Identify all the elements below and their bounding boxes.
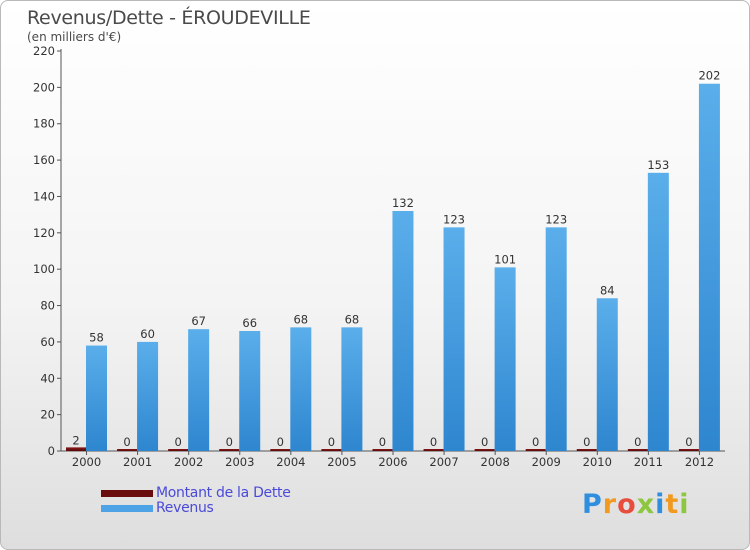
bar-revenus	[86, 345, 107, 451]
logo-letter: P	[582, 489, 603, 520]
x-tick-label: 2011	[634, 455, 663, 469]
data-label-dette: 0	[379, 435, 386, 449]
x-tick-label: 2002	[174, 455, 203, 469]
bar-dette	[576, 449, 597, 451]
data-label-dette: 0	[277, 435, 284, 449]
data-label-revenus: 67	[191, 314, 206, 328]
bar-dette	[270, 449, 291, 451]
x-tick-label: 2008	[481, 455, 510, 469]
x-tick-label: 2012	[685, 455, 714, 469]
y-tick-label: 60	[40, 335, 55, 349]
logo-letter: t	[665, 489, 680, 520]
y-tick-label: 220	[33, 44, 55, 58]
bar-dette	[66, 447, 86, 451]
data-label-dette: 2	[72, 433, 79, 447]
bar-revenus	[443, 227, 465, 451]
x-tick-label: 2000	[72, 455, 101, 469]
data-label-dette: 0	[328, 435, 335, 449]
x-tick-label: 2006	[378, 455, 407, 469]
data-label-revenus: 123	[545, 212, 567, 226]
bar-revenus	[188, 329, 210, 451]
logo-letter: i	[655, 489, 666, 520]
data-label-dette: 0	[430, 435, 437, 449]
data-label-dette: 0	[123, 435, 130, 449]
data-label-revenus: 202	[698, 69, 720, 83]
x-tick-label: 2010	[583, 455, 612, 469]
bar-revenus	[545, 227, 567, 451]
bar-dette	[117, 449, 138, 451]
data-label-dette: 0	[634, 435, 641, 449]
bar-dette	[321, 449, 342, 451]
y-tick-label: 160	[33, 153, 55, 167]
bar-revenus	[239, 331, 261, 451]
data-label-revenus: 132	[392, 196, 414, 210]
bar-dette	[474, 449, 495, 451]
data-label-dette: 0	[226, 435, 233, 449]
x-tick-label: 2007	[429, 455, 458, 469]
logo-letter: i	[679, 489, 690, 520]
data-label-revenus: 84	[600, 283, 615, 297]
data-label-dette: 0	[685, 435, 692, 449]
y-tick-label: 0	[48, 444, 55, 458]
bar-dette	[372, 449, 393, 451]
logo-letter: x	[636, 489, 656, 520]
y-tick-label: 140	[33, 189, 55, 203]
data-label-dette: 0	[532, 435, 539, 449]
y-tick-label: 180	[33, 117, 55, 131]
data-label-revenus: 153	[647, 158, 669, 172]
bar-dette	[525, 449, 546, 451]
x-tick-label: 2005	[327, 455, 356, 469]
x-tick-label: 2001	[123, 455, 152, 469]
chart-subtitle: (en milliers d'€)	[27, 30, 122, 44]
bar-revenus	[596, 298, 618, 451]
legend-swatch-dette	[101, 490, 153, 497]
bar-revenus	[290, 327, 312, 451]
bar-dette	[627, 449, 648, 451]
bar-revenus	[392, 211, 414, 451]
legend-label-revenus: Revenus	[156, 500, 214, 516]
bar-revenus	[341, 327, 363, 451]
y-tick-label: 120	[33, 226, 55, 240]
x-tick-label: 2004	[276, 455, 305, 469]
x-tick-label: 2009	[532, 455, 561, 469]
chart-title: Revenus/Dette - ÉROUDEVILLE	[27, 7, 311, 29]
proxiti-logo: Proxiti	[582, 489, 690, 520]
legend-swatch-revenus	[101, 505, 153, 512]
logo-letter: o	[617, 489, 637, 520]
y-tick-label: 40	[40, 371, 55, 385]
bar-dette	[423, 449, 444, 451]
data-label-dette: 0	[174, 435, 181, 449]
data-label-revenus: 101	[494, 252, 516, 266]
bar-dette	[219, 449, 240, 451]
data-label-revenus: 68	[345, 312, 360, 326]
legend-label-dette: Montant de la Dette	[156, 485, 291, 501]
logo-letter: r	[602, 489, 618, 520]
y-tick-label: 200	[33, 80, 55, 94]
data-label-revenus: 60	[140, 327, 155, 341]
data-label-dette: 0	[583, 435, 590, 449]
data-label-revenus: 123	[443, 212, 465, 226]
y-tick-label: 20	[40, 408, 55, 422]
y-tick-label: 100	[33, 262, 55, 276]
bar-revenus	[137, 341, 159, 451]
data-label-revenus: 68	[293, 312, 308, 326]
bar-revenus	[494, 267, 516, 451]
bar-dette	[678, 449, 699, 451]
data-label-revenus: 58	[89, 331, 104, 345]
data-label-revenus: 66	[242, 316, 257, 330]
bar-revenus	[698, 83, 720, 452]
data-label-dette: 0	[481, 435, 488, 449]
bar-revenus	[647, 172, 669, 451]
y-tick-label: 80	[40, 299, 55, 313]
x-tick-label: 2003	[225, 455, 254, 469]
bar-dette	[168, 449, 189, 451]
